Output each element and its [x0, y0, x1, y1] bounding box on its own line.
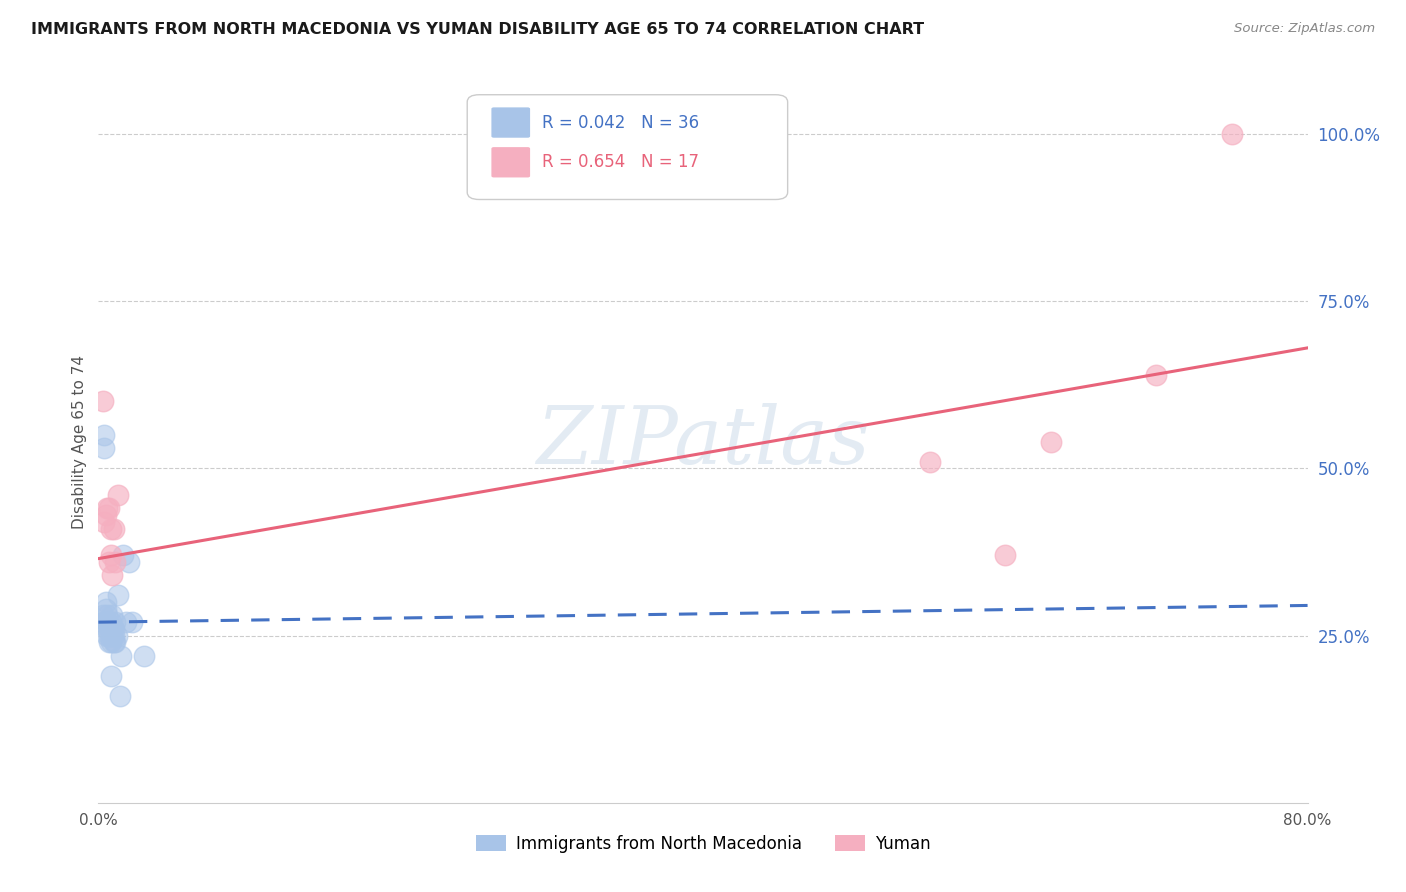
- Legend: Immigrants from North Macedonia, Yuman: Immigrants from North Macedonia, Yuman: [468, 828, 938, 860]
- Text: ZIPatlas: ZIPatlas: [536, 403, 870, 480]
- Point: [100, 635, 122, 649]
- Point: [118, 555, 141, 569]
- FancyBboxPatch shape: [492, 147, 530, 178]
- Point: [110, 648, 132, 663]
- Point: [1220, 127, 1243, 141]
- Point: [108, 689, 131, 703]
- Point: [94, 595, 117, 609]
- Point: [91, 394, 114, 409]
- Point: [98, 635, 121, 649]
- Point: [105, 628, 128, 642]
- Point: [93, 427, 115, 442]
- Point: [93, 442, 115, 455]
- Point: [918, 455, 941, 469]
- Point: [98, 501, 121, 516]
- Text: IMMIGRANTS FROM NORTH MACEDONIA VS YUMAN DISABILITY AGE 65 TO 74 CORRELATION CHA: IMMIGRANTS FROM NORTH MACEDONIA VS YUMAN…: [31, 22, 924, 37]
- Point: [98, 555, 121, 569]
- Point: [994, 548, 1017, 563]
- Point: [98, 622, 121, 636]
- Point: [107, 589, 129, 603]
- Point: [93, 515, 115, 529]
- Point: [103, 521, 125, 535]
- Point: [91, 615, 114, 630]
- Point: [104, 615, 127, 630]
- Point: [96, 615, 118, 630]
- Point: [98, 628, 121, 642]
- Point: [101, 568, 124, 582]
- Point: [103, 628, 125, 642]
- Point: [100, 521, 122, 535]
- Point: [121, 615, 143, 630]
- Point: [96, 622, 118, 636]
- Point: [100, 615, 122, 630]
- Point: [100, 548, 122, 563]
- Point: [1144, 368, 1167, 382]
- Point: [132, 648, 155, 663]
- Point: [1039, 434, 1062, 449]
- Point: [104, 555, 127, 569]
- FancyBboxPatch shape: [467, 95, 787, 200]
- Point: [114, 615, 136, 630]
- Text: R = 0.042   N = 36: R = 0.042 N = 36: [543, 113, 699, 131]
- Y-axis label: Disability Age 65 to 74: Disability Age 65 to 74: [72, 354, 87, 529]
- Point: [94, 508, 117, 523]
- Point: [107, 488, 129, 502]
- Text: Source: ZipAtlas.com: Source: ZipAtlas.com: [1234, 22, 1375, 36]
- Point: [101, 608, 124, 623]
- Point: [103, 622, 125, 636]
- Point: [101, 622, 124, 636]
- Point: [100, 622, 122, 636]
- Text: R = 0.654   N = 17: R = 0.654 N = 17: [543, 153, 699, 171]
- Point: [100, 669, 122, 683]
- Point: [94, 602, 117, 616]
- Point: [96, 628, 118, 642]
- Point: [103, 635, 125, 649]
- Point: [96, 501, 118, 516]
- Point: [101, 622, 124, 636]
- Point: [104, 635, 127, 649]
- Point: [111, 548, 134, 563]
- Point: [96, 608, 118, 623]
- Point: [94, 615, 117, 630]
- Point: [101, 628, 124, 642]
- FancyBboxPatch shape: [492, 107, 530, 137]
- Point: [91, 608, 114, 623]
